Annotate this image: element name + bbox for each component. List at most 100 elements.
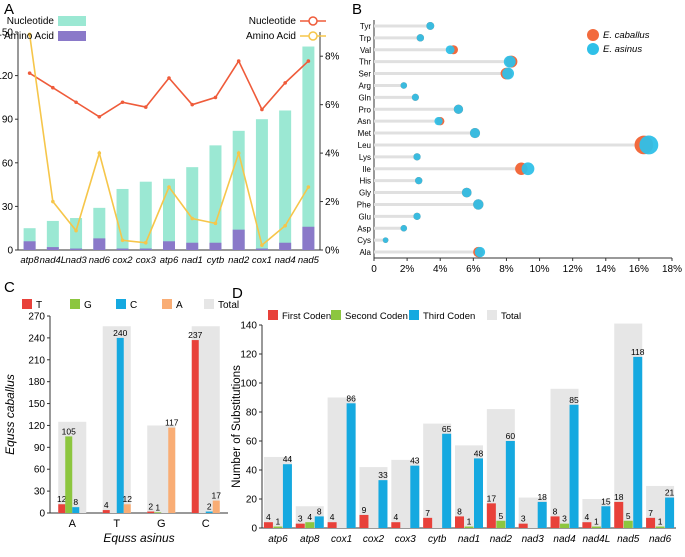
d-category-label: nad4 — [553, 534, 576, 545]
c-y-tick-label: 0 — [39, 509, 45, 520]
a-bar-amino-acid — [279, 242, 292, 250]
b-point-asinus — [413, 153, 421, 161]
c-bar-c — [72, 507, 80, 513]
a-category-label: nad4 — [275, 255, 296, 266]
c-y-tick-label: 150 — [28, 399, 45, 410]
d-data-label: 7 — [425, 508, 430, 518]
d-bar-third-codon — [601, 506, 611, 528]
a-point-amino-acid — [283, 223, 287, 228]
a-point-nucleotide — [97, 114, 102, 119]
b-x-tick-label: 12% — [563, 264, 583, 275]
d-category-label: nad5 — [617, 534, 640, 545]
b-category-label: Gln — [359, 93, 371, 102]
a-bar-nucleotide — [279, 110, 292, 250]
c-data-label: 237 — [188, 330, 202, 340]
a-point-nucleotide — [236, 59, 241, 63]
d-bar-third-codon — [378, 480, 388, 528]
d-bar-first-codon — [327, 522, 337, 528]
d-data-label: 1 — [658, 517, 663, 527]
d-data-label: 1 — [594, 517, 599, 527]
d-data-label: 43 — [410, 456, 420, 466]
b-category-label: Met — [358, 129, 372, 138]
a-bar-amino-acid — [116, 248, 129, 250]
a-left-tick-label: 30 — [2, 202, 14, 213]
b-point-asinus — [445, 45, 455, 55]
c-legend-swatch — [22, 299, 32, 309]
a-point-amino-acid — [97, 151, 102, 155]
a-bar-nucleotide — [302, 46, 315, 251]
b-category-label: His — [359, 177, 371, 186]
a-left-tick-label: 60 — [2, 158, 14, 169]
panel-label-c: C — [4, 279, 15, 296]
d-bar-third-codon — [633, 356, 643, 528]
legend-a-line-aa-marker — [308, 31, 318, 41]
b-x-tick-label: 6% — [466, 264, 481, 275]
a-category-label: cox2 — [112, 255, 133, 266]
b-category-label: Gly — [359, 189, 371, 198]
a-bar-nucleotide — [70, 218, 83, 250]
legend-a-bar-aa-swatch — [58, 31, 86, 41]
a-category-label: nad6 — [89, 255, 111, 266]
c-data-label: 4 — [104, 500, 109, 510]
d-bar-second-codon — [464, 526, 474, 528]
c-legend-swatch — [204, 299, 214, 309]
d-data-label: 21 — [665, 488, 675, 498]
c-bar-t — [147, 511, 155, 513]
c-y-title: Equss caballus — [3, 374, 17, 455]
a-left-tick-label: 120 — [0, 71, 13, 82]
a-category-label: atp6 — [160, 255, 179, 266]
c-y-tick-label: 240 — [28, 333, 45, 344]
a-point-amino-acid — [167, 185, 171, 189]
c-y-tick-label: 210 — [28, 355, 45, 366]
a-bar-amino-acid — [23, 241, 36, 250]
d-bar-third-codon — [346, 403, 356, 528]
b-point-asinus — [474, 246, 486, 258]
a-point-nucleotide — [143, 105, 148, 109]
b-point-asinus — [400, 82, 408, 89]
a-left-tick-label: 90 — [2, 115, 14, 126]
d-bar-third-codon — [537, 501, 547, 528]
b-category-label: Leu — [358, 141, 371, 150]
c-category-label: A — [69, 518, 77, 530]
c-bar-c — [116, 337, 124, 513]
a-category-label: atp8 — [20, 255, 39, 266]
d-y-tick-label: 100 — [240, 379, 257, 390]
d-bar-first-codon — [359, 514, 369, 528]
b-point-asinus — [521, 162, 535, 176]
a-category-label: nad1 — [182, 255, 203, 266]
d-data-label: 4 — [266, 512, 271, 522]
d-data-label: 8 — [317, 506, 322, 516]
b-x-tick-label: 2% — [400, 264, 415, 275]
d-legend-swatch — [487, 310, 497, 320]
a-point-nucleotide — [306, 59, 311, 63]
panel-label-a: A — [4, 1, 14, 18]
a-bar-amino-acid — [46, 247, 59, 250]
c-legend-label: C — [130, 300, 137, 311]
d-bar-third-codon — [505, 441, 515, 528]
a-point-amino-acid — [260, 243, 264, 247]
d-legend-label: Total — [501, 311, 521, 322]
d-bar-second-codon — [496, 520, 506, 528]
d-category-label: cox3 — [395, 534, 417, 545]
d-category-label: nad3 — [522, 534, 545, 545]
a-category-label: nad4L — [40, 255, 66, 266]
c-data-label: 17 — [212, 491, 222, 501]
d-data-label: 15 — [601, 496, 611, 506]
a-right-tick-label: 8% — [325, 52, 340, 63]
d-legend-label: Second Coden — [345, 311, 408, 322]
b-point-asinus — [434, 117, 443, 126]
c-y-tick-label: 30 — [34, 487, 46, 498]
c-data-label: 117 — [165, 418, 179, 428]
d-bar-second-codon — [591, 526, 601, 528]
b-x-tick-label: 8% — [499, 264, 514, 275]
d-legend-swatch — [331, 310, 341, 320]
chart-b: 0 2% 4% 6% 8% 10% 12% 14% 16% 18% Tyr Trp Val Thr Ser A… — [357, 20, 682, 275]
b-point-asinus — [416, 34, 425, 42]
a-point-nucleotide — [120, 100, 125, 105]
a-bar-nucleotide — [186, 167, 199, 250]
a-point-nucleotide — [213, 95, 218, 100]
b-category-label: Val — [360, 46, 371, 55]
a-category-label: cox3 — [136, 255, 157, 266]
a-point-nucleotide — [51, 85, 55, 90]
c-data-label: 2 — [148, 502, 153, 512]
